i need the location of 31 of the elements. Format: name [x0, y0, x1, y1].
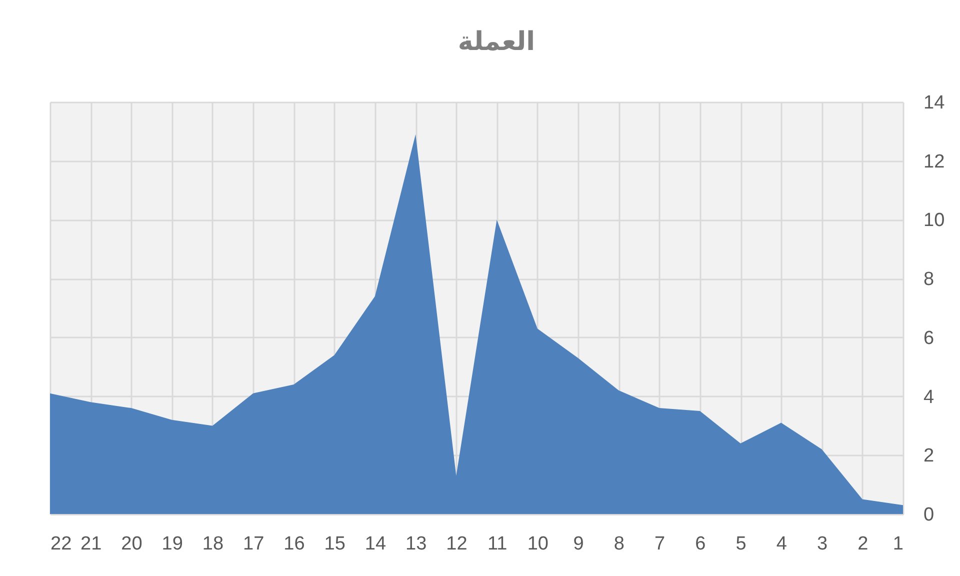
- x-tick-label: 3: [816, 534, 828, 554]
- x-tick-label: 17: [243, 534, 264, 554]
- y-tick-label: 6: [924, 328, 934, 349]
- x-tick-label: 22: [50, 534, 72, 554]
- x-tick-label: 21: [80, 534, 102, 554]
- x-tick-label: 7: [654, 534, 666, 554]
- x-tick-label: 10: [527, 534, 548, 554]
- y-tick-label: 14: [924, 92, 946, 114]
- x-tick-label: 12: [446, 534, 468, 554]
- x-tick-label: 2: [858, 534, 868, 554]
- y-tick-label: 4: [924, 386, 934, 408]
- x-tick-label: 11: [487, 534, 508, 554]
- x-tick-label: 5: [736, 534, 746, 554]
- x-tick-label: 20: [121, 534, 142, 554]
- chart-title: العملة: [458, 27, 536, 57]
- y-tick-label: 0: [924, 504, 934, 526]
- x-tick-label: 16: [284, 534, 305, 554]
- x-tick-label: 15: [324, 534, 346, 554]
- y-tick-label: 2: [924, 446, 934, 467]
- x-tick-label: 6: [695, 534, 706, 554]
- y-tick-label: 10: [924, 210, 945, 232]
- x-tick-label: 18: [202, 534, 224, 554]
- y-tick-label: 12: [924, 151, 945, 172]
- x-tick-label: 19: [162, 534, 183, 554]
- x-tick-label: 1: [892, 534, 904, 554]
- x-tick-label: 4: [776, 534, 788, 554]
- x-tick-label: 13: [406, 534, 427, 554]
- x-tick-label: 9: [573, 534, 584, 554]
- x-tick-label: 8: [614, 534, 624, 554]
- y-tick-label: 8: [924, 269, 934, 290]
- x-tick-label: 14: [364, 534, 386, 554]
